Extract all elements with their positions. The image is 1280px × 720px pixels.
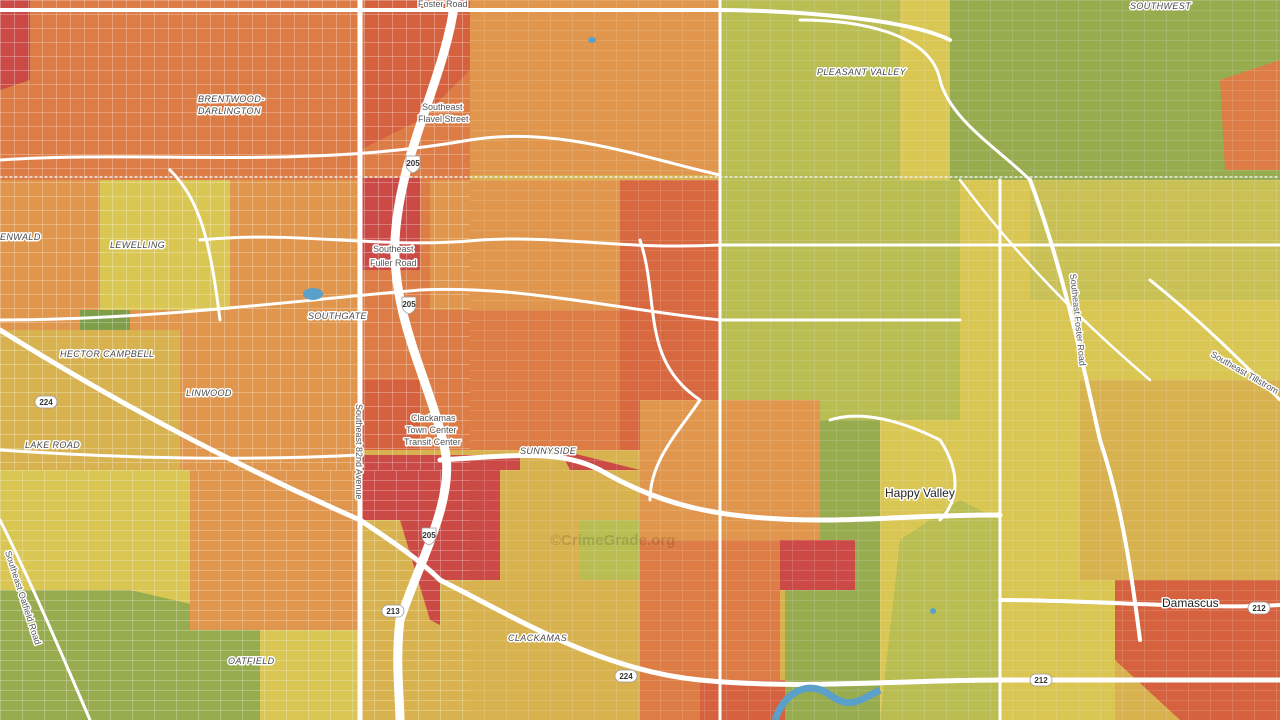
label-flavel-2: Flavel Street xyxy=(418,114,469,124)
label-se-82nd: Southeast 82nd Avenue xyxy=(354,404,364,499)
svg-text:213: 213 xyxy=(386,607,400,616)
shield-i205-mid: 205 xyxy=(401,296,417,315)
label-lewelling: LEWELLING xyxy=(110,240,165,250)
lake-road xyxy=(0,448,362,460)
se-foster-road xyxy=(1028,178,1142,642)
label-oatfield: OATFIELD xyxy=(228,656,275,666)
svg-text:205: 205 xyxy=(402,300,416,309)
label-fuller-2: Fuller Road xyxy=(370,258,417,268)
svg-text:212: 212 xyxy=(1034,676,1048,685)
nw-diag xyxy=(168,168,222,322)
fuller-road xyxy=(198,235,1280,248)
label-southgate: SOUTHGATE xyxy=(308,311,368,321)
label-hector-campbell: HECTOR CAMPBELL xyxy=(60,349,154,359)
label-sunnyside: SUNNYSIDE xyxy=(520,446,577,456)
curvy-road xyxy=(638,238,702,502)
shield-212-east: 212 xyxy=(1247,601,1271,615)
svg-text:224: 224 xyxy=(39,398,53,407)
place-labels: BRENTWOOD- DARLINGTON LEWELLING ENWALD S… xyxy=(0,0,1220,668)
shield-224-south: 224 xyxy=(614,669,638,683)
sunnyside-road xyxy=(437,453,1003,523)
tillstrom-road xyxy=(1148,278,1280,402)
se-diag xyxy=(958,178,1152,382)
johnson-creek xyxy=(0,287,962,322)
label-enwald: ENWALD xyxy=(0,232,41,242)
label-clackamas: CLACKAMAS xyxy=(508,633,567,643)
shield-213: 213 xyxy=(381,604,405,618)
svg-text:205: 205 xyxy=(406,159,420,168)
shield-224-west: 224 xyxy=(34,395,58,409)
foster-road xyxy=(0,8,952,42)
label-fuller-1: Southeast xyxy=(373,244,414,254)
clackamas-river xyxy=(771,684,882,720)
svg-text:212: 212 xyxy=(1252,604,1266,613)
route-shields: 205 205 205 224 224 213 212 212 xyxy=(34,155,1271,687)
i205-highway xyxy=(390,0,460,720)
label-foster-road-top: Foster Road xyxy=(418,0,468,9)
label-lake-road: LAKE ROAD xyxy=(25,440,80,450)
svg-text:205: 205 xyxy=(422,531,436,540)
oatfield-road xyxy=(0,518,92,720)
svg-text:224: 224 xyxy=(619,672,633,681)
watermark: ©CrimeGrade.org xyxy=(550,532,675,549)
hv-loop xyxy=(828,414,957,522)
label-linwood: LINWOOD xyxy=(186,388,232,398)
water-features xyxy=(303,37,936,720)
shield-212-mid: 212 xyxy=(1029,673,1053,687)
route-224-south xyxy=(437,577,1280,687)
flavel-street xyxy=(0,134,722,177)
label-flavel-1: Southeast xyxy=(422,102,463,112)
pond-southgate xyxy=(303,288,323,300)
label-pleasant-valley: PLEASANT VALLEY xyxy=(817,67,907,77)
label-happy-valley: Happy Valley xyxy=(885,486,955,500)
shield-i205-top: 205 xyxy=(405,155,421,174)
pond-north xyxy=(588,37,596,43)
pleasant-valley-rd xyxy=(798,18,1032,182)
label-transit-2: Town Center xyxy=(406,425,457,435)
label-darlington: DARLINGTON xyxy=(198,106,261,116)
label-southwest: SOUTHWEST xyxy=(1130,1,1192,11)
route-224-west xyxy=(0,327,443,583)
label-damascus: Damascus xyxy=(1162,596,1219,610)
label-transit-1: Clackamas xyxy=(411,413,456,423)
shield-i205-low: 205 xyxy=(421,527,437,546)
label-transit-3: Transit Center xyxy=(404,437,461,447)
label-brentwood: BRENTWOOD- xyxy=(198,94,265,104)
pond-hv xyxy=(930,608,936,614)
